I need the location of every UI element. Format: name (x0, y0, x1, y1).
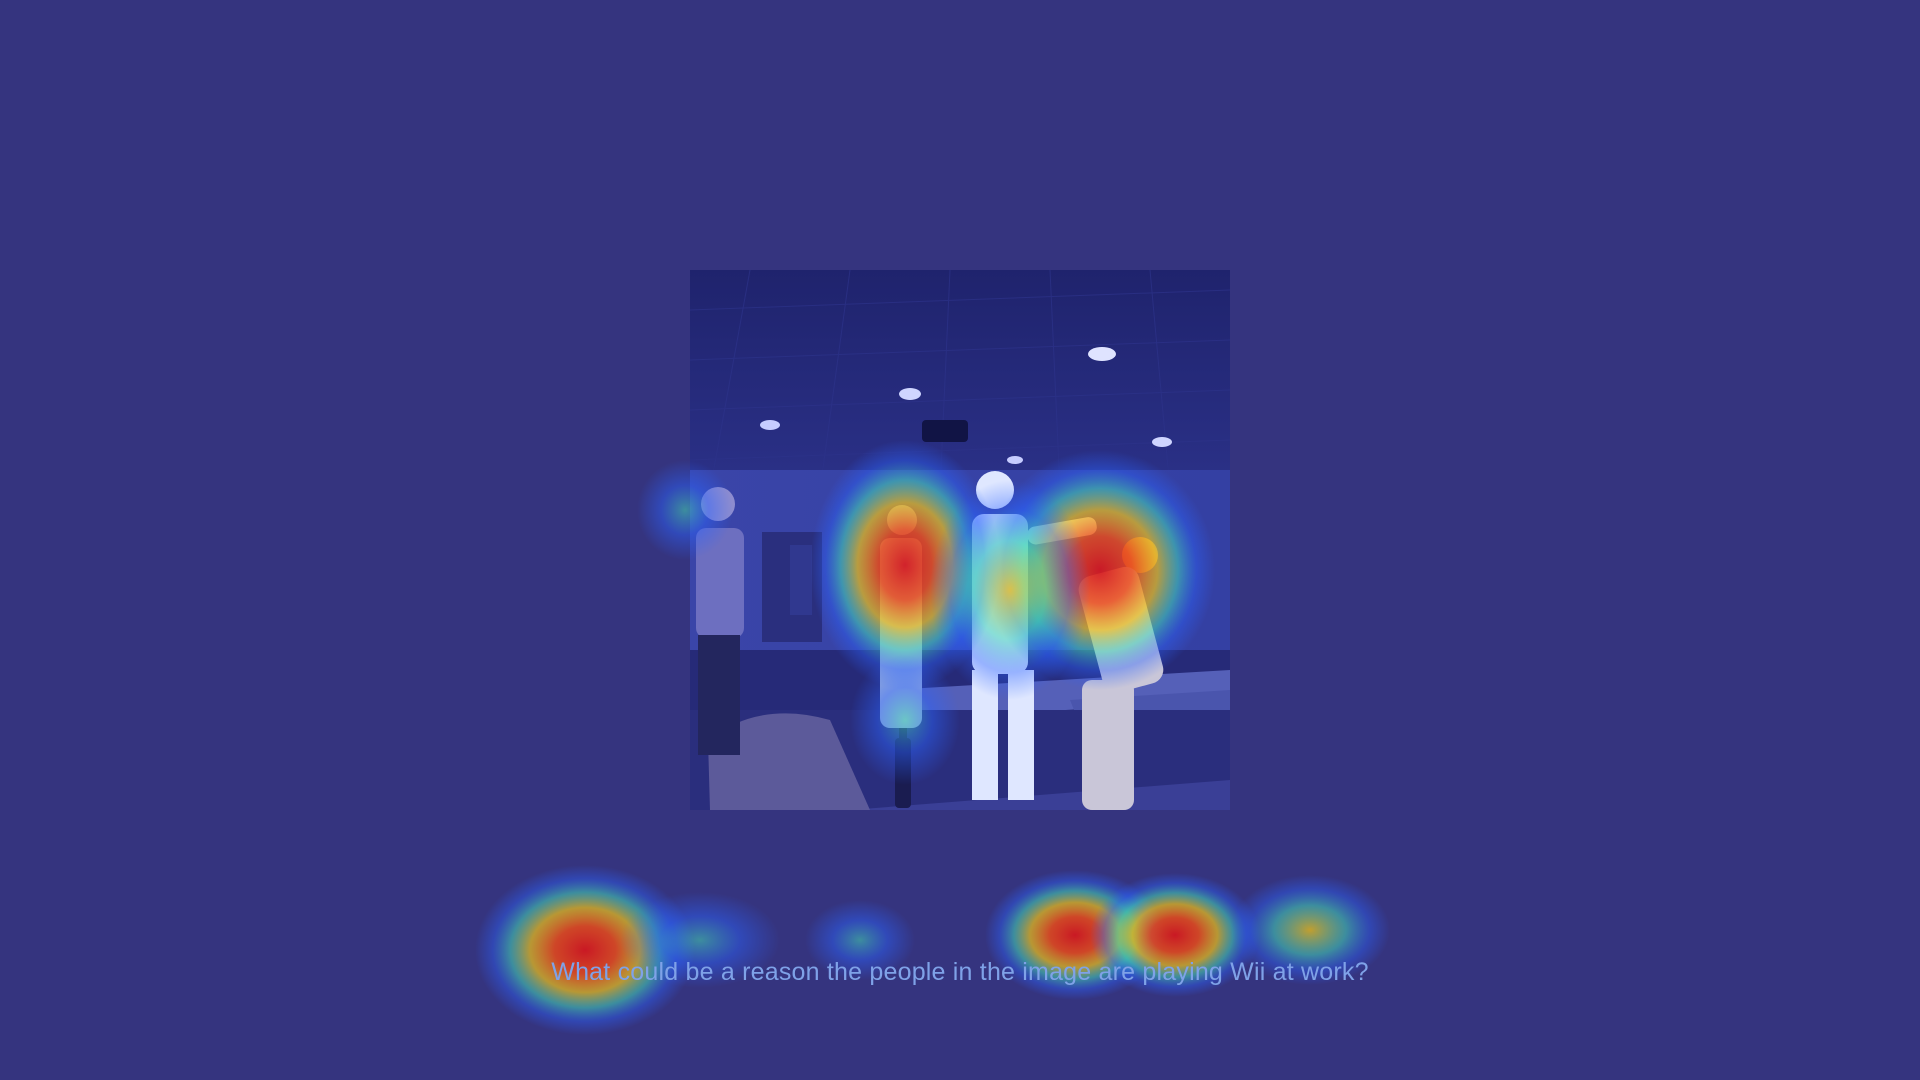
ceiling-light (1152, 437, 1172, 447)
ceiling-light (899, 388, 921, 400)
question-text: What could be a reason the people in the… (551, 958, 1369, 986)
chair (708, 713, 870, 810)
heat-blob (475, 865, 695, 1035)
ceiling-light (760, 420, 780, 430)
scene-photo (690, 270, 1230, 810)
ceiling-light (1088, 347, 1116, 361)
projector (922, 420, 968, 442)
bottle (895, 738, 911, 808)
ceiling-light (1007, 456, 1023, 464)
office-scene-image (690, 270, 1230, 810)
